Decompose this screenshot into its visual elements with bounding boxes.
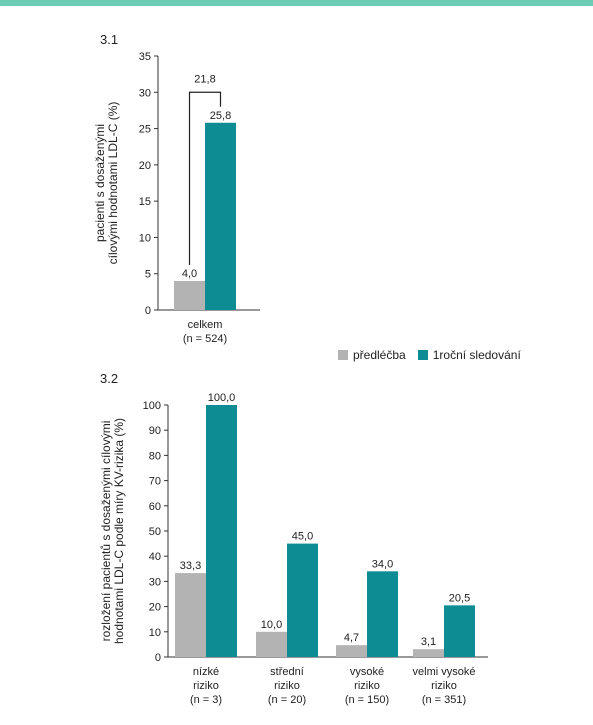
y-tick-label: 20 [149, 602, 161, 614]
y-tick-label: 10 [149, 627, 161, 639]
y-tick-label: 25 [139, 124, 151, 136]
y-tick-label: 20 [139, 160, 151, 172]
y-tick-label: 30 [149, 576, 161, 588]
y-tick-label: 10 [139, 232, 151, 244]
bar-post [367, 571, 398, 657]
y-axis-label-line: rozložení pacientů s dosaženými cílovými [99, 421, 113, 642]
bar-pre [336, 645, 367, 657]
y-tick-label: 100 [143, 400, 161, 412]
x-category-label: celkem [188, 319, 223, 331]
x-category-label: nízké [193, 666, 219, 678]
chart-3-1: 3.1 0 5 10 15 20 25 30 35 pacienti s dosaženýmicí… [93, 32, 260, 345]
bar-value-label: 4,7 [344, 632, 359, 644]
bar-value-label: 45,0 [292, 531, 313, 543]
y-tick-label: 70 [149, 476, 161, 488]
bar-value-label: 33,3 [180, 560, 201, 572]
x-category-label: (n = 3) [190, 694, 222, 706]
chart-3-2: 3.2 0 10 20 30 40 50 60 70 80 90 100 rozložení pacie… [99, 371, 488, 706]
x-category-label: (n = 351) [422, 694, 466, 706]
panel-label: 3.2 [100, 371, 118, 386]
y-tick-label: 5 [145, 269, 151, 281]
x-category-label: (n = 524) [183, 333, 227, 345]
y-axis-label: pacienti s dosaženýmicílovými hodnotami … [93, 102, 120, 265]
y-tick-label: 80 [149, 450, 161, 462]
x-category-label: riziko [193, 680, 219, 692]
difference-bracket [188, 91, 222, 265]
bar-value-label: 3,1 [421, 636, 436, 648]
bar-post [205, 122, 236, 310]
y-axis-label-line: pacienti s dosaženými [93, 124, 107, 242]
bar-pre [175, 573, 206, 657]
legend-label-pre: předléčba [353, 348, 406, 362]
bar-post [206, 405, 237, 657]
y-axis-label: rozložení pacientů s dosaženými cílovými… [99, 418, 126, 644]
bar-pre [413, 649, 444, 657]
y-tick-label: 15 [139, 196, 151, 208]
legend-swatch-post [417, 350, 428, 360]
bar-value-label: 100,0 [208, 392, 236, 404]
legend-label-post: 1roční sledování [432, 348, 521, 362]
bar-post [287, 543, 318, 657]
bar-value-label: 4,0 [182, 268, 197, 280]
legend-item-pre: předléčba [338, 348, 406, 362]
legend: předléčba 1roční sledování [338, 348, 533, 362]
y-tick-label: 35 [139, 51, 151, 63]
x-category-label: střední [270, 666, 304, 678]
bar-post [444, 605, 475, 657]
bar-value-label: 20,5 [449, 592, 470, 604]
y-tick-label: 60 [149, 501, 161, 513]
y-tick-label: 50 [149, 526, 161, 538]
x-category-label: (n = 20) [268, 694, 306, 706]
bar-value-label: 10,0 [261, 619, 282, 631]
y-tick-label: 40 [149, 551, 161, 563]
top-accent-bar [0, 0, 593, 6]
y-axis-label-line: hodnotami LDL-C podle míry KV-rizika (%) [112, 418, 126, 644]
y-tick-label: 90 [149, 425, 161, 437]
bar-value-label: 34,0 [372, 558, 393, 570]
bar-value-label: 25,8 [210, 110, 231, 122]
x-category-label: riziko [354, 680, 380, 692]
bracket-label: 21,8 [194, 73, 215, 85]
y-tick-label: 0 [155, 652, 161, 664]
x-category-label: riziko [274, 680, 300, 692]
x-category-label: (n = 150) [345, 694, 389, 706]
bar-pre [256, 631, 287, 657]
legend-item-post: 1roční sledování [417, 348, 521, 362]
x-category-label: vysoké [350, 666, 384, 678]
x-category-label: riziko [431, 680, 457, 692]
y-axis-label-line: cílovými hodnotami LDL-C (%) [106, 102, 120, 265]
y-tick-label: 0 [145, 305, 151, 317]
y-tick-label: 30 [139, 87, 151, 99]
panel-label: 3.1 [100, 32, 118, 47]
bar-pre [174, 280, 205, 310]
legend-swatch-pre [338, 350, 348, 360]
x-category-label: velmi vysoké [413, 666, 476, 678]
